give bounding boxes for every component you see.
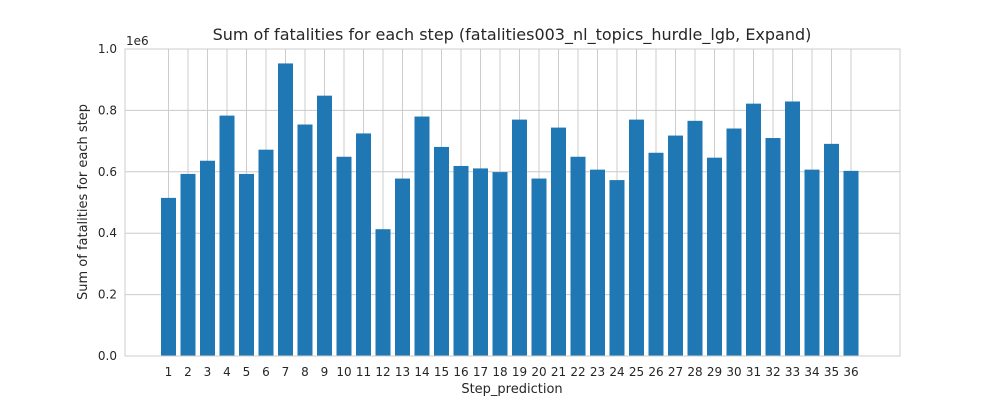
bar (824, 143, 839, 356)
bar (317, 95, 332, 356)
bar (746, 103, 761, 357)
bar (258, 149, 274, 356)
bar (609, 180, 625, 356)
bar (278, 63, 293, 356)
bar (239, 173, 254, 356)
x-tick-label: 15 (434, 365, 449, 379)
bar (843, 170, 859, 356)
y-tick-label: 1.0 (98, 42, 117, 56)
x-tick-label: 35 (824, 365, 839, 379)
x-tick-label: 34 (804, 365, 819, 379)
x-tick-label: 20 (531, 365, 546, 379)
x-tick-label: 27 (668, 365, 683, 379)
bar (200, 160, 215, 356)
bar (492, 172, 508, 356)
tick-labels: 0.00.20.40.60.81.01 2 3 4 5 6 7 8 9 10 11 12 13 14 15 1… (98, 42, 859, 379)
x-tick-label: 21 (551, 365, 566, 379)
chart-title: Sum of fatalities for each step (fatalit… (213, 25, 812, 45)
x-tick-label: 26 (648, 365, 663, 379)
plot-frame (124, 48, 901, 357)
x-tick-label: 9 (321, 365, 329, 379)
x-tick-label: 29 (707, 365, 722, 379)
x-tick-label: 4 (223, 365, 231, 379)
x-tick-label: 3 (204, 365, 212, 379)
bar (375, 229, 391, 356)
y-axis-multiplier: 1e6 (126, 34, 149, 48)
x-tick-label: 36 (843, 365, 858, 379)
bar (570, 156, 586, 356)
bar (804, 169, 820, 356)
x-tick-label: 6 (262, 365, 270, 379)
x-tick-label: 18 (492, 365, 507, 379)
bar (356, 133, 371, 356)
bar (668, 135, 683, 356)
y-tick-label: 0.0 (98, 349, 117, 363)
bar (551, 127, 566, 356)
bar (297, 124, 313, 356)
x-axis-label: Step_prediction (461, 382, 562, 397)
x-tick-label: 7 (282, 365, 290, 379)
x-tick-label: 23 (590, 365, 605, 379)
bar (336, 156, 352, 356)
bar (687, 120, 703, 356)
bar (707, 157, 722, 356)
x-tick-label: 10 (336, 365, 351, 379)
bar (590, 169, 605, 356)
bar (453, 165, 469, 356)
bar (161, 197, 176, 356)
bar (629, 119, 644, 356)
bar (726, 128, 742, 356)
x-tick-label: 14 (414, 365, 429, 379)
x-tick-label: 28 (687, 365, 702, 379)
x-tick-label: 24 (609, 365, 624, 379)
bar (473, 168, 488, 356)
x-tick-label: 16 (453, 365, 468, 379)
x-tick-label: 33 (785, 365, 800, 379)
bar (765, 138, 781, 356)
x-tick-label: 2 (184, 365, 192, 379)
x-tick-label: 25 (629, 365, 644, 379)
x-tick-label: 22 (570, 365, 585, 379)
x-tick-label: 11 (356, 365, 371, 379)
bar (531, 178, 547, 356)
x-tick-label: 1 (165, 365, 173, 379)
x-tick-label: 31 (746, 365, 761, 379)
bar (180, 173, 196, 356)
y-tick-label: 0.6 (98, 165, 117, 179)
y-tick-label: 0.4 (98, 226, 117, 240)
x-tick-label: 13 (395, 365, 410, 379)
bar (219, 115, 235, 356)
bar (395, 178, 410, 356)
x-tick-label: 12 (375, 365, 390, 379)
bar (434, 146, 449, 356)
y-tick-label: 0.2 (98, 288, 117, 302)
bars (161, 63, 859, 357)
x-tick-label: 30 (726, 365, 741, 379)
y-tick-label: 0.8 (98, 103, 117, 117)
x-tick-label: 5 (243, 365, 251, 379)
x-tick-label: 19 (512, 365, 527, 379)
bar (414, 116, 430, 356)
bar (648, 152, 664, 356)
x-tick-label: 32 (765, 365, 780, 379)
bar (785, 101, 800, 356)
x-tick-label: 17 (473, 365, 488, 379)
y-axis-label: Sum of fatalities for each step (76, 104, 91, 300)
x-tick-label: 8 (301, 365, 309, 379)
bar (512, 119, 527, 356)
